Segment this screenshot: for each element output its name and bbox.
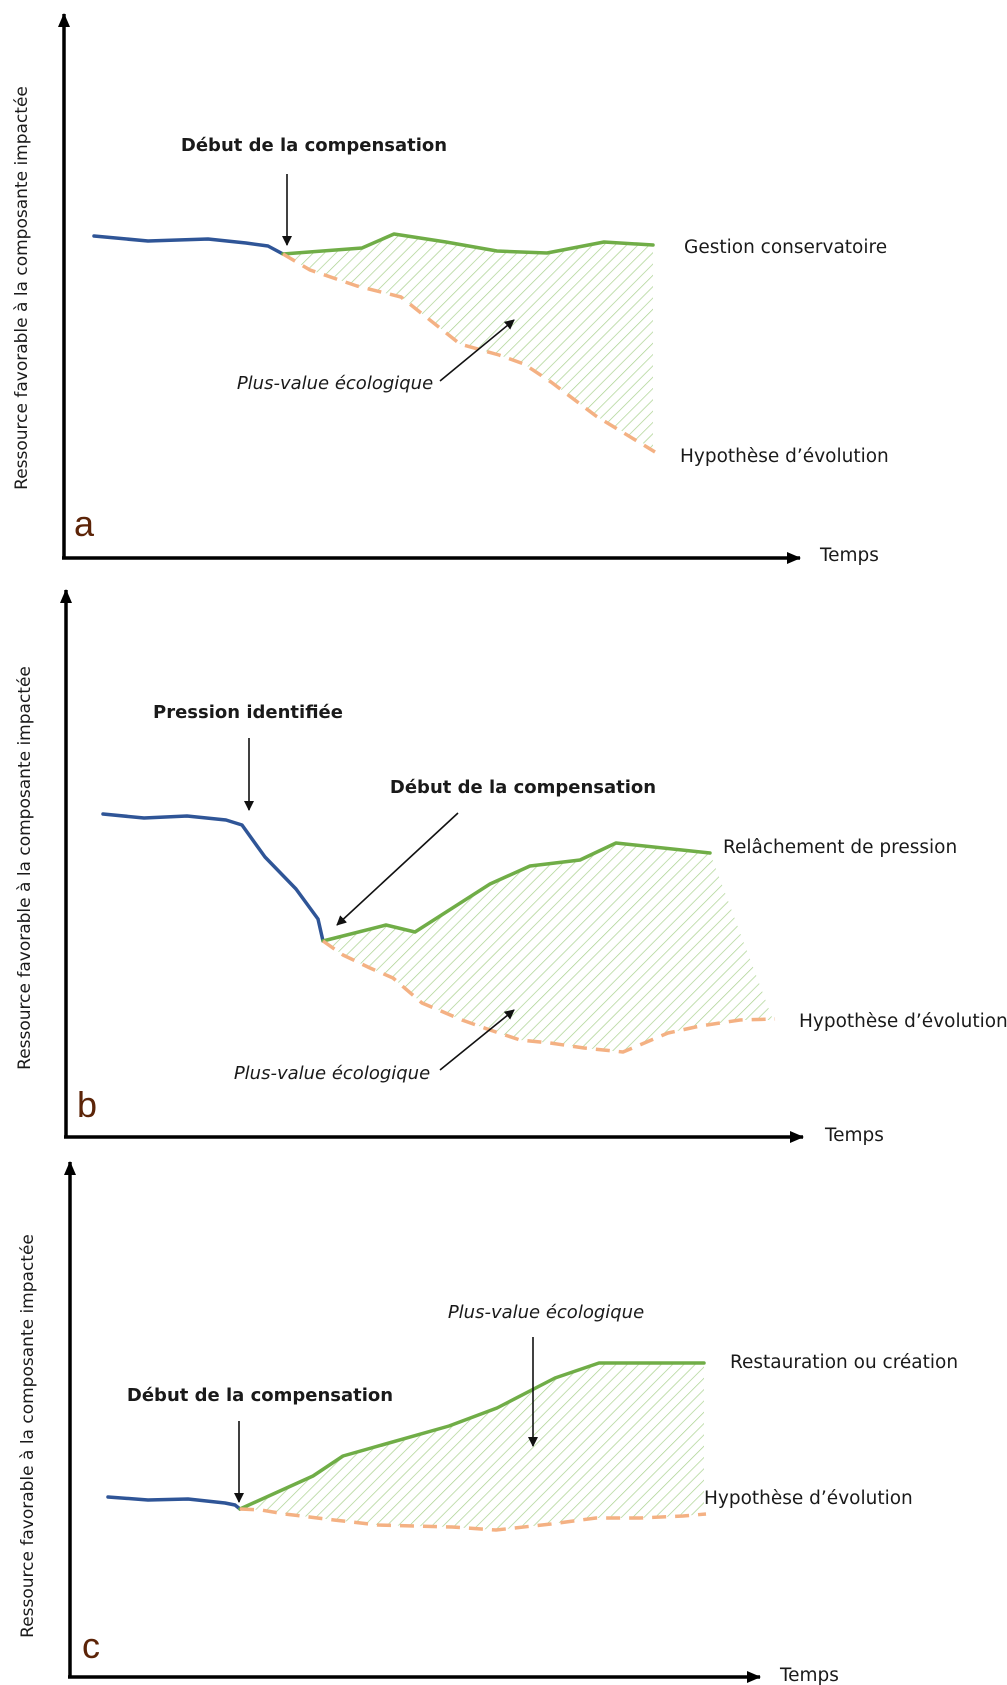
start-label: Début de la compensation	[390, 777, 656, 798]
ecological-gain-area	[240, 1363, 704, 1530]
y-axis-label: Ressource favorable à la composante impa…	[12, 86, 32, 490]
managed-curve	[321, 841, 712, 943]
panel-letter: c	[82, 1625, 100, 1666]
arrow-diagonal-icon	[336, 812, 459, 926]
x-axis-label: Temps	[824, 1125, 884, 1146]
baseline-curve	[239, 1507, 707, 1532]
y-axis-label: Ressource favorable à la composante impa…	[15, 666, 35, 1070]
panel-c: Ressource favorable à la composante impa…	[18, 1161, 958, 1685]
ecological-gain-area	[283, 234, 653, 449]
managed-label: Relâchement de pression	[723, 837, 957, 858]
start-label: Début de la compensation	[127, 1385, 393, 1406]
arrow-diagonal-icon	[439, 319, 515, 382]
baseline-label: Hypothèse d’évolution	[704, 1488, 913, 1509]
panel-letter: b	[77, 1084, 97, 1125]
managed-label: Restauration ou création	[730, 1352, 958, 1373]
gain-label: Plus-value écologique	[448, 1302, 644, 1323]
x-axis-label: Temps	[819, 545, 879, 566]
start-label: Début de la compensation	[181, 135, 447, 156]
gain-label: Plus-value écologique	[234, 1063, 430, 1084]
before-compensation-curve	[101, 812, 325, 943]
managed-curve	[281, 232, 655, 256]
baseline-label: Hypothèse d’évolution	[799, 1011, 1007, 1032]
pressure-label: Pression identifiée	[153, 702, 343, 723]
x-axis-label: Temps	[779, 1665, 839, 1685]
before-compensation-curve	[106, 1495, 242, 1511]
arrow-diagonal-icon	[439, 1009, 515, 1071]
ecological-gain-area	[323, 843, 773, 1052]
baseline-curve	[321, 939, 776, 1054]
panel-letter: a	[74, 503, 95, 544]
baseline-curve	[282, 252, 656, 454]
panel-b: Ressource favorable à la composante impa…	[15, 589, 1007, 1146]
before-compensation-curve	[92, 234, 285, 256]
baseline-label: Hypothèse d’évolution	[680, 446, 889, 467]
panel-a: Ressource favorable à la composante impa…	[12, 13, 889, 566]
y-axis-label: Ressource favorable à la composante impa…	[18, 1234, 38, 1638]
managed-curve	[238, 1361, 706, 1511]
gain-label: Plus-value écologique	[237, 373, 433, 394]
managed-label: Gestion conservatoire	[684, 237, 887, 258]
